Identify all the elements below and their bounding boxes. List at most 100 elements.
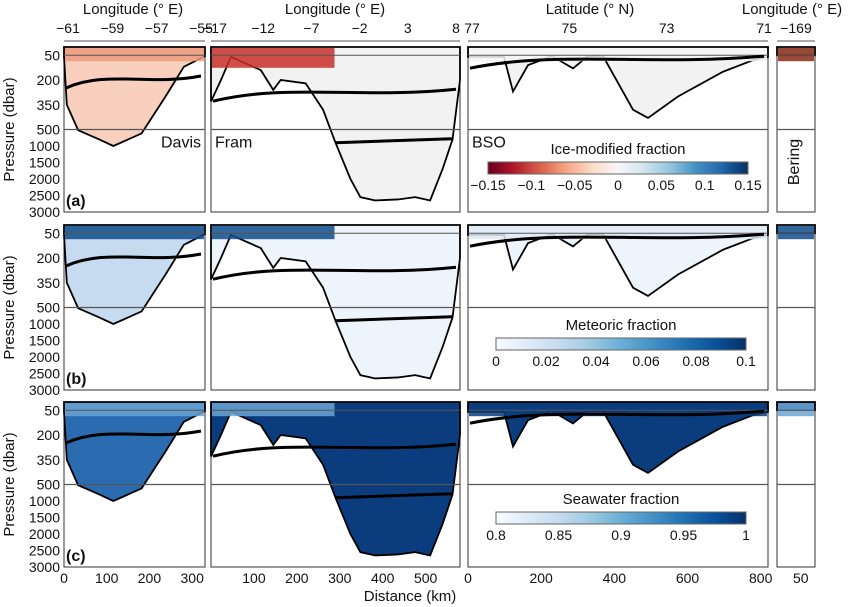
- y-tick-label: 1500: [29, 333, 60, 349]
- isopycnal-contour: [65, 74, 202, 90]
- top-tick-label: 71: [756, 20, 772, 36]
- section-fill: [63, 224, 206, 325]
- top-tick-label: −17: [203, 20, 227, 36]
- y-tick-label: 2000: [29, 171, 60, 187]
- y-tick-label: 500: [37, 477, 61, 493]
- surface-layer: [469, 226, 767, 240]
- section-fill: [63, 401, 206, 502]
- colorbar-tick-label: −0.05: [557, 177, 593, 193]
- y-tick-label: 2500: [29, 366, 60, 382]
- colorbar-tick-label: −0.15: [470, 177, 506, 193]
- panel-a-davis: Davis: [63, 46, 206, 213]
- top-tick-label: −61: [56, 20, 80, 36]
- bottom-tick-label: 100: [95, 570, 119, 586]
- colorbar-meteoric: Meteoric fraction 0 0.02 0.04 0.06 0.08 0.1: [492, 317, 756, 369]
- section-name-fram: Fram: [215, 135, 252, 152]
- y-tick-label: 500: [37, 300, 61, 316]
- top-tick-label: −57: [145, 20, 169, 36]
- colorbar-tick-label: −0.1: [518, 177, 546, 193]
- colorbar-tick-label: 0.1: [695, 177, 715, 193]
- top-tick-label: −12: [251, 20, 275, 36]
- panel-c-bso: [467, 401, 769, 568]
- y-tick-label: 350: [37, 275, 61, 291]
- y-tick-label: 3000: [29, 559, 60, 575]
- panel-c-fram: [210, 401, 461, 568]
- isopycnal-contour: [335, 315, 453, 323]
- panel-a-bering: Bering: [776, 46, 816, 213]
- colorbar-tick-label: 0.1: [736, 353, 756, 369]
- y-tick-label: 2000: [29, 349, 60, 365]
- top-axis-label-davis: Longitude (° E): [83, 1, 183, 18]
- bottom-tick-label: 300: [181, 570, 205, 586]
- bottom-tick-label: 200: [138, 570, 162, 586]
- isopycnal-contour: [469, 54, 765, 70]
- isopycnal-contour: [335, 137, 453, 145]
- colorbar-tick-label: 0.05: [648, 177, 675, 193]
- colorbar-title: Ice-modified fraction: [550, 141, 685, 158]
- surface-layer: [778, 226, 814, 240]
- colorbar-tick-label: 0.02: [532, 353, 559, 369]
- panel-b-bso: [467, 224, 769, 391]
- colorbar-tick-label: 0.9: [611, 527, 631, 543]
- colorbar-tick-label: 0.8: [486, 527, 506, 543]
- section-fill: [63, 46, 206, 147]
- colorbar-tick-label: 0.95: [670, 527, 697, 543]
- y-tick-label: 50: [44, 225, 60, 241]
- surface-layer: [212, 226, 335, 240]
- y-tick-label: 3000: [29, 382, 60, 398]
- section-fill: [210, 401, 461, 557]
- bottom-tick-label: 800: [749, 570, 773, 586]
- surface-layer: [65, 226, 204, 240]
- bottom-tick-labels: 0 100 200 300 100 200 300 400 500 0 200 400 600 800 50: [60, 570, 809, 586]
- colorbar-seawater: Seawater fraction 0.8 0.85 0.9 0.95 1: [486, 491, 750, 543]
- top-tick-label: 3: [404, 20, 412, 36]
- isopycnal-contour: [65, 429, 202, 445]
- top-tick-labels: −61 −59 −57 −55−17 −12 −7 −2 3 8 77 75 73 71 −169: [56, 20, 815, 42]
- colorbar-bar: [487, 161, 749, 175]
- panels: Davis Fram BSO Bering (a) Ice-modified fracti…: [63, 46, 816, 568]
- top-tick-label: 77: [464, 20, 480, 36]
- y-tick-label: 3000: [29, 204, 60, 220]
- colorbar-bar: [495, 337, 747, 351]
- section-name-davis: Davis: [161, 135, 201, 152]
- surface-layer: [778, 403, 814, 417]
- bottom-tick-label: 400: [603, 570, 627, 586]
- isopycnal-contour: [335, 492, 453, 500]
- top-axis-label-bso: Latitude (° N): [546, 1, 635, 18]
- top-tick-label: −2: [352, 20, 368, 36]
- y-tick-label: 200: [37, 72, 61, 88]
- bottom-tick-label: 0: [60, 570, 68, 586]
- top-axis-label-bering: Longitude (° E): [742, 1, 842, 18]
- isopycnal-contour: [469, 409, 765, 425]
- colorbar-tick-label: 0.85: [545, 527, 572, 543]
- top-tick-label: −55: [189, 20, 213, 36]
- colorbar-tick-label: 0.15: [734, 177, 761, 193]
- surface-layer: [65, 403, 204, 417]
- y-tick-label: 1000: [29, 493, 60, 509]
- colorbar-tick-label: 1: [742, 527, 750, 543]
- panel-b-bering: [776, 224, 816, 391]
- isopycnal-contour: [212, 442, 457, 458]
- panel-b-fram: [210, 224, 461, 391]
- top-axis-label-fram: Longitude (° E): [285, 1, 385, 18]
- bottom-tick-label: 200: [529, 570, 553, 586]
- panel-b-davis: [63, 224, 206, 391]
- panel-label: (a): [66, 193, 86, 210]
- section-name-bso: BSO: [472, 135, 506, 152]
- top-tick-label: −169: [780, 20, 812, 36]
- isopycnal-contour: [212, 265, 457, 281]
- panel-label: (c): [66, 548, 86, 565]
- y-tick-label: 1000: [29, 316, 60, 332]
- surface-layer: [469, 48, 767, 62]
- colorbar-title: Seawater fraction: [563, 491, 680, 508]
- bottom-tick-label: 300: [328, 570, 352, 586]
- top-tick-label: −59: [100, 20, 124, 36]
- colorbar-tick-label: 0: [614, 177, 622, 193]
- top-tick-label: 73: [659, 20, 675, 36]
- bottom-tick-label: 500: [414, 570, 438, 586]
- panel-a-fram: Fram: [210, 46, 461, 213]
- y-tick-label: 50: [44, 47, 60, 63]
- y-axis: 5020035050010001500200025003000Pressure …: [1, 47, 60, 575]
- panel-c-davis: [63, 401, 206, 568]
- surface-layer: [212, 403, 335, 417]
